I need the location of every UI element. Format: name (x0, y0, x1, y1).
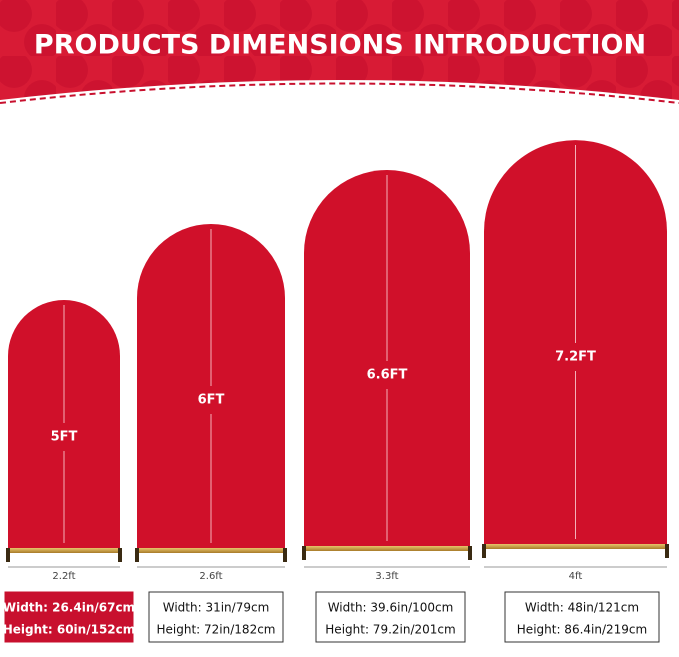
height-label: 6.6FT (367, 368, 408, 383)
height-label: 5FT (51, 430, 78, 445)
stand-bar (482, 544, 669, 549)
product: 6.6FT 3.3ft Width: 39.6in/100cm Height: 79.… (302, 170, 472, 643)
spec-height: Height: 79.2in/201cm (325, 623, 455, 637)
spec-width: Width: 39.6in/100cm (328, 601, 454, 615)
spec-height: Height: 86.4in/219cm (517, 623, 647, 637)
width-label: 4ft (569, 571, 583, 582)
spec-width: Width: 26.4in/67cm (3, 601, 135, 615)
header-stitch (0, 82, 679, 104)
height-label: 6FT (198, 393, 225, 408)
stand-foot (468, 546, 472, 560)
stand-foot (283, 548, 287, 562)
stand-foot (6, 548, 10, 562)
width-label: 2.2ft (52, 571, 75, 582)
spec-box (315, 591, 466, 643)
spec-box (504, 591, 660, 643)
spec-width: Width: 48in/121cm (525, 601, 639, 615)
product: 7.2FT 4ft Width: 48in/121cm Height: 86.4in/… (482, 140, 669, 643)
stand-foot (665, 544, 669, 558)
spec-width: Width: 31in/79cm (163, 601, 270, 615)
spec-height: Height: 72in/182cm (157, 623, 276, 637)
product: 5FT 2.2ft Width: 26.4in/67cm Height: 60in/1… (3, 300, 136, 643)
stand-bar (135, 548, 287, 553)
products: 5FT 2.2ft Width: 26.4in/67cm Height: 60in/1… (3, 140, 669, 643)
spec-box (4, 591, 134, 643)
stand-foot (118, 548, 122, 562)
product: 6FT 2.6ft Width: 31in/79cm Height: 72in/182… (135, 224, 287, 643)
spec-height: Height: 60in/152cm (3, 623, 136, 637)
stand-bar (302, 546, 472, 551)
header-curve (0, 80, 679, 120)
stand-foot (135, 548, 139, 562)
stand-bar (6, 548, 122, 553)
header: PRODUCTS DIMENSIONS INTRODUCTION (0, 0, 679, 120)
stand-foot (302, 546, 306, 560)
stand-foot (482, 544, 486, 558)
height-label: 7.2FT (555, 350, 596, 365)
spec-box (148, 591, 284, 643)
width-label: 2.6ft (199, 571, 222, 582)
title: PRODUCTS DIMENSIONS INTRODUCTION (34, 30, 646, 61)
width-label: 3.3ft (375, 571, 398, 582)
arch (8, 300, 120, 548)
